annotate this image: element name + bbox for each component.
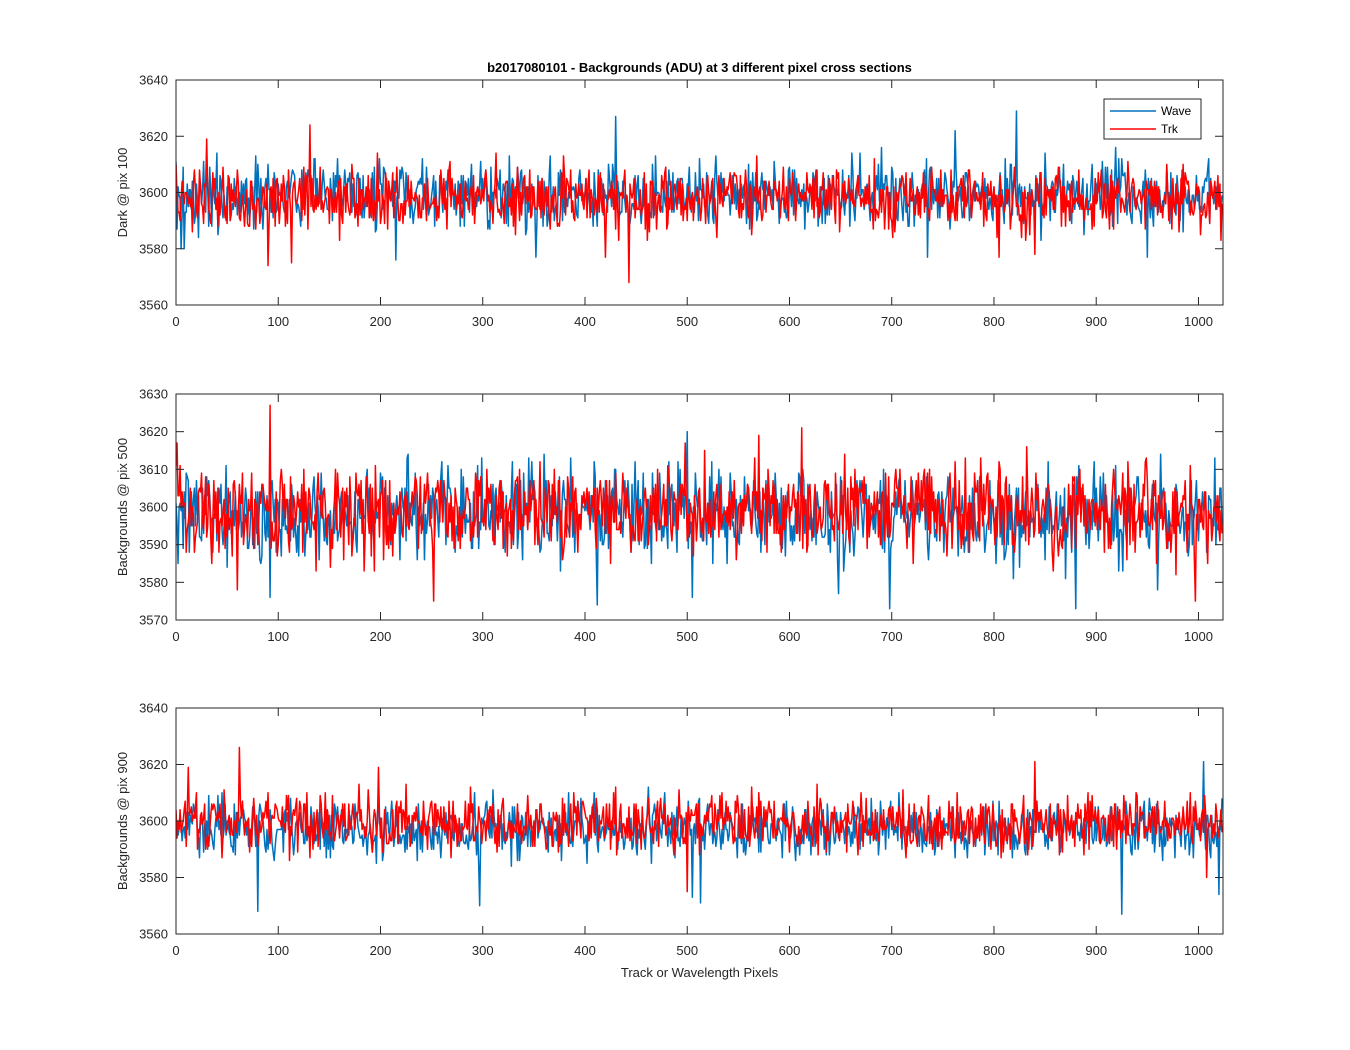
x-tick-label: 800 bbox=[983, 943, 1005, 958]
x-tick-label: 200 bbox=[370, 314, 392, 329]
x-tick-label: 900 bbox=[1085, 629, 1107, 644]
y-tick-label: 3560 bbox=[139, 298, 168, 313]
series-line-trk bbox=[176, 746, 1223, 893]
x-axis-label: Track or Wavelength Pixels bbox=[621, 965, 779, 980]
x-tick-label: 300 bbox=[472, 314, 494, 329]
x-tick-label: 900 bbox=[1085, 943, 1107, 958]
y-tick-label: 3630 bbox=[139, 387, 168, 402]
series-line-trk bbox=[176, 124, 1223, 284]
x-tick-label: 500 bbox=[676, 943, 698, 958]
x-tick-label: 700 bbox=[881, 314, 903, 329]
y-tick-label: 3600 bbox=[139, 814, 168, 829]
x-tick-label: 700 bbox=[881, 943, 903, 958]
x-tick-label: 1000 bbox=[1184, 314, 1213, 329]
y-tick-label: 3620 bbox=[139, 424, 168, 439]
y-tick-label: 3600 bbox=[139, 185, 168, 200]
series-line-trk bbox=[176, 404, 1223, 602]
x-tick-label: 0 bbox=[172, 629, 179, 644]
legend-label-wave: Wave bbox=[1161, 104, 1192, 118]
subplot-3: 0 100 200 300 400 500 600 700 800 900 1000 3560 3580… bbox=[115, 701, 1224, 980]
y-tick-label: 3610 bbox=[139, 462, 168, 477]
x-tick-label: 900 bbox=[1085, 314, 1107, 329]
x-tick-label: 400 bbox=[574, 943, 596, 958]
x-tick-label: 500 bbox=[676, 314, 698, 329]
x-tick-label: 300 bbox=[472, 629, 494, 644]
y-tick-label: 3580 bbox=[139, 870, 168, 885]
x-tick-label: 100 bbox=[267, 629, 289, 644]
x-tick-label: 0 bbox=[172, 314, 179, 329]
x-tick-label: 600 bbox=[779, 629, 801, 644]
y-axis-label: Dark @ pix 100 bbox=[115, 148, 130, 238]
y-tick-label: 3590 bbox=[139, 537, 168, 552]
legend-box bbox=[1103, 98, 1202, 140]
series-line-wave bbox=[176, 430, 1223, 610]
subplot-1: 0 100 200 300 400 500 600 700 800 900 1000 3560 3580… bbox=[115, 60, 1224, 329]
legend: Wave Trk bbox=[1103, 98, 1202, 140]
x-tick-label: 100 bbox=[267, 943, 289, 958]
y-tick-label: 3620 bbox=[139, 757, 168, 772]
y-tick-label: 3640 bbox=[139, 73, 168, 88]
x-tick-label: 800 bbox=[983, 629, 1005, 644]
x-tick-label: 700 bbox=[881, 629, 903, 644]
x-tick-label: 0 bbox=[172, 943, 179, 958]
x-tick-label: 400 bbox=[574, 629, 596, 644]
chart-title: b2017080101 - Backgrounds (ADU) at 3 dif… bbox=[487, 60, 912, 75]
y-tick-label: 3580 bbox=[139, 575, 168, 590]
y-tick-label: 3640 bbox=[139, 701, 168, 716]
y-tick-label: 3580 bbox=[139, 241, 168, 256]
x-tick-label: 800 bbox=[983, 314, 1005, 329]
x-tick-label: 400 bbox=[574, 314, 596, 329]
legend-label-trk: Trk bbox=[1161, 122, 1179, 136]
x-tick-label: 600 bbox=[779, 314, 801, 329]
x-tick-label: 1000 bbox=[1184, 629, 1213, 644]
y-tick-label: 3560 bbox=[139, 927, 168, 942]
plots: 0 100 200 300 400 500 600 700 800 900 100035603580… bbox=[115, 60, 1224, 980]
x-tick-label: 100 bbox=[267, 314, 289, 329]
series-line-wave bbox=[176, 760, 1223, 915]
x-tick-label: 500 bbox=[676, 629, 698, 644]
y-axis-label: Backgrounds @ pix 500 bbox=[115, 438, 130, 576]
x-tick-label: 300 bbox=[472, 943, 494, 958]
subplot-2: 0 100 200 300 400 500 600 700 800 900 1000 3570 3580… bbox=[115, 387, 1224, 644]
x-tick-label: 1000 bbox=[1184, 943, 1213, 958]
y-axis-label: Backgrounds @ pix 900 bbox=[115, 752, 130, 890]
y-tick-label: 3600 bbox=[139, 500, 168, 515]
x-tick-label: 600 bbox=[779, 943, 801, 958]
x-tick-label: 200 bbox=[370, 629, 392, 644]
x-tick-label: 200 bbox=[370, 943, 392, 958]
y-tick-label: 3620 bbox=[139, 129, 168, 144]
y-tick-label: 3570 bbox=[139, 613, 168, 628]
